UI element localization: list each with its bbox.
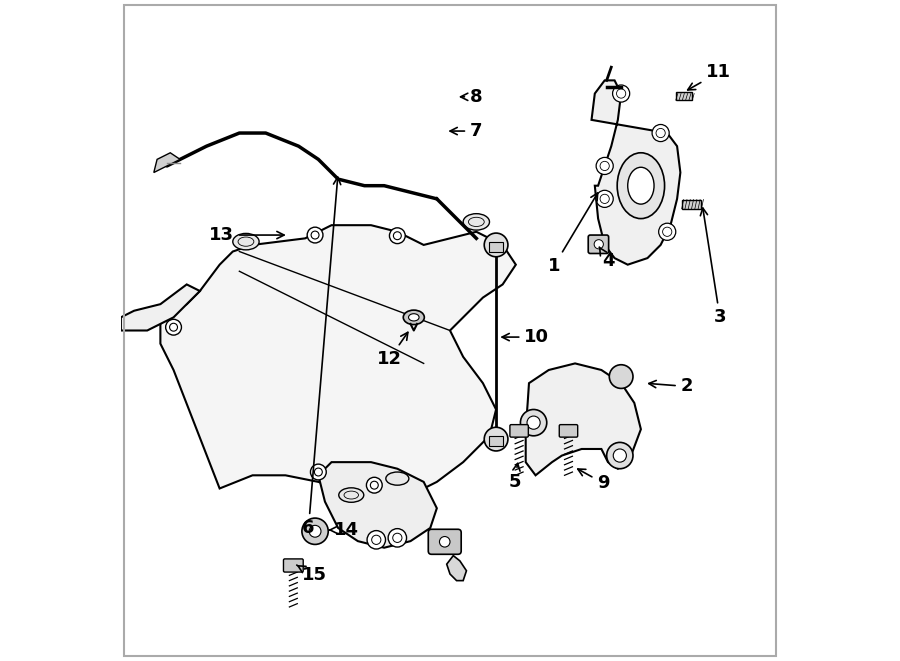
Text: 7: 7 — [450, 122, 482, 140]
Text: 13: 13 — [209, 226, 284, 244]
Text: 10: 10 — [502, 328, 549, 346]
Circle shape — [302, 518, 328, 545]
Circle shape — [520, 409, 547, 436]
Bar — [676, 93, 692, 100]
Circle shape — [439, 537, 450, 547]
Circle shape — [366, 477, 382, 493]
Ellipse shape — [403, 310, 424, 325]
Polygon shape — [154, 153, 180, 173]
Text: 9: 9 — [578, 469, 609, 492]
Text: 12: 12 — [377, 332, 408, 368]
Circle shape — [309, 525, 321, 537]
Ellipse shape — [338, 488, 364, 502]
Circle shape — [609, 365, 633, 389]
Ellipse shape — [386, 472, 409, 485]
Circle shape — [659, 223, 676, 241]
FancyBboxPatch shape — [589, 235, 608, 253]
Ellipse shape — [409, 314, 419, 321]
Ellipse shape — [233, 233, 259, 250]
Text: 1: 1 — [548, 193, 598, 275]
Circle shape — [307, 227, 323, 243]
Circle shape — [484, 233, 508, 256]
Polygon shape — [591, 81, 680, 264]
Text: 14: 14 — [330, 521, 358, 539]
FancyBboxPatch shape — [559, 424, 578, 437]
Text: 6: 6 — [302, 177, 341, 537]
Circle shape — [596, 190, 613, 208]
Ellipse shape — [464, 214, 490, 230]
FancyBboxPatch shape — [428, 529, 461, 555]
Circle shape — [390, 228, 405, 244]
Polygon shape — [446, 556, 466, 580]
Text: 4: 4 — [599, 247, 614, 270]
FancyBboxPatch shape — [510, 424, 528, 437]
Text: 11: 11 — [688, 63, 731, 90]
Ellipse shape — [617, 153, 664, 219]
Polygon shape — [121, 284, 200, 330]
Ellipse shape — [627, 167, 654, 204]
Polygon shape — [319, 462, 436, 548]
Text: 5: 5 — [508, 463, 521, 491]
Circle shape — [613, 449, 626, 462]
Bar — [489, 436, 503, 446]
Bar — [489, 242, 503, 252]
FancyBboxPatch shape — [284, 559, 303, 572]
Polygon shape — [526, 364, 641, 475]
Bar — [681, 200, 701, 209]
Circle shape — [594, 240, 603, 249]
Polygon shape — [160, 225, 516, 502]
Circle shape — [388, 529, 407, 547]
Text: 15: 15 — [297, 565, 327, 584]
Circle shape — [166, 319, 182, 335]
Circle shape — [527, 416, 540, 429]
Circle shape — [310, 464, 327, 480]
Text: 2: 2 — [649, 377, 693, 395]
Text: 3: 3 — [700, 208, 726, 327]
Circle shape — [607, 442, 633, 469]
Circle shape — [613, 85, 630, 102]
Circle shape — [367, 531, 385, 549]
Circle shape — [652, 124, 670, 141]
Text: 8: 8 — [461, 88, 482, 106]
Circle shape — [596, 157, 613, 175]
Circle shape — [484, 427, 508, 451]
